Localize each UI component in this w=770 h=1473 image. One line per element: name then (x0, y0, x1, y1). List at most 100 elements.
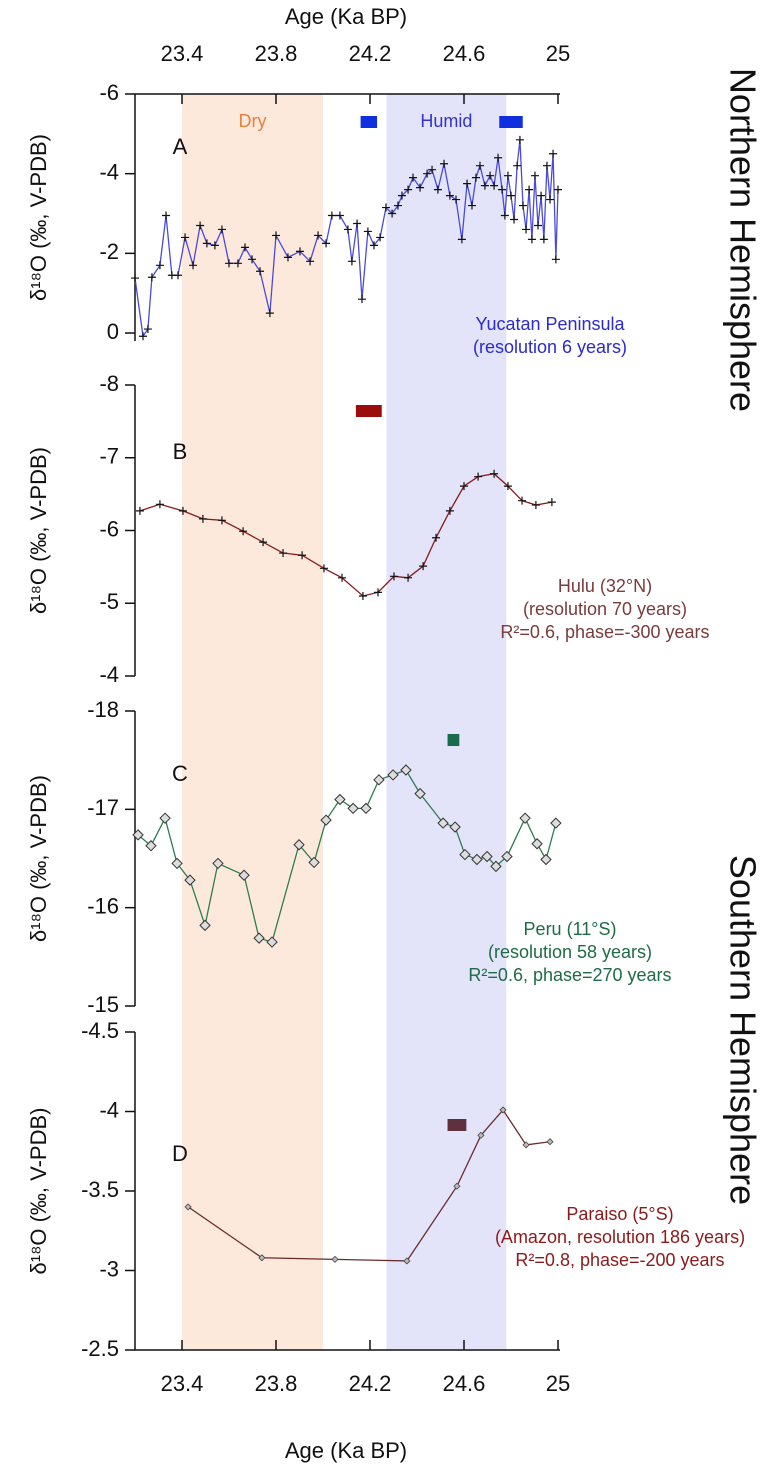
data-point (527, 235, 536, 244)
y-tick-label: -16 (87, 893, 119, 918)
data-point (198, 514, 207, 523)
x-tick-label: 24.6 (443, 1371, 486, 1396)
data-point (480, 181, 489, 190)
data-point (500, 211, 509, 220)
data-point (358, 591, 367, 600)
data-point (343, 225, 352, 234)
y-axis-title: δ¹⁸O (‰, V-PDB) (26, 447, 51, 614)
data-point (283, 253, 292, 262)
data-point (239, 527, 248, 536)
y-axis-title: δ¹⁸O (‰, V-PDB) (26, 1108, 51, 1275)
data-point (540, 853, 552, 866)
data-point (217, 516, 226, 525)
y-tick-label: -5 (99, 589, 119, 614)
data-point (445, 506, 454, 515)
data-point (184, 1203, 192, 1211)
data-point (338, 573, 347, 582)
markers (184, 1106, 554, 1265)
y-tick-label: -8 (99, 371, 119, 396)
data-point (539, 235, 548, 244)
data-point (547, 498, 556, 507)
y-tick-label: -18 (87, 697, 119, 722)
data-point (452, 195, 461, 204)
annotation: R²=0.6, phase=270 years (468, 965, 671, 985)
data-point (199, 919, 211, 932)
data-point (347, 257, 356, 266)
data-point (416, 183, 425, 192)
data-point (314, 231, 323, 240)
data-point (387, 769, 399, 781)
y-tick-label: -6 (99, 516, 119, 541)
y-axis-title: δ¹⁸O (‰, V-PDB) (26, 775, 51, 942)
data-point (459, 848, 471, 861)
data-point (423, 169, 432, 178)
data-point (522, 225, 531, 234)
data-point (293, 839, 305, 851)
data-point (181, 233, 190, 242)
data-point (373, 588, 382, 597)
data-point (331, 1255, 339, 1263)
y-tick-label: -2.5 (81, 1336, 119, 1361)
data-point (546, 1138, 554, 1146)
data-point (143, 325, 152, 334)
data-point (550, 817, 562, 829)
data-point (433, 185, 442, 194)
data-point (445, 191, 454, 200)
y-tick-label: -4 (99, 662, 119, 687)
y-tick-label: -3.5 (81, 1177, 119, 1202)
data-point (453, 1182, 461, 1190)
data-point (481, 850, 493, 863)
data-point (522, 1141, 530, 1149)
data-point (490, 469, 499, 478)
data-point (457, 235, 466, 244)
data-point (460, 482, 468, 491)
data-point (507, 191, 515, 200)
data-point (369, 241, 378, 250)
data-point (531, 838, 543, 850)
data-point (266, 936, 278, 948)
data-point (308, 856, 320, 869)
data-point (178, 506, 187, 515)
data-point (404, 573, 413, 582)
data-point (471, 853, 483, 866)
data-point (196, 221, 205, 230)
x-tick-label: 25 (546, 41, 570, 66)
data-point (471, 173, 480, 182)
flag (360, 116, 378, 128)
data-point (327, 211, 336, 220)
flag (447, 734, 460, 746)
data-point (171, 857, 183, 870)
data-point (256, 267, 265, 276)
y-tick-label: -7 (99, 444, 119, 469)
data-point (155, 500, 164, 509)
data-point (147, 273, 156, 282)
data-point (373, 774, 385, 786)
data-point (360, 802, 372, 815)
band-label: Dry (239, 111, 267, 131)
data-point (486, 171, 495, 180)
annotation: Yucatan Peninsula (475, 314, 625, 334)
panel-label: B (173, 439, 188, 464)
data-point (272, 231, 280, 240)
data-point (534, 221, 543, 230)
data-point (393, 201, 402, 210)
data-point (490, 181, 499, 190)
x-axis-title-bottom: Age (Ka BP) (285, 1438, 407, 1463)
x-tick-label: 23.4 (161, 1371, 204, 1396)
shaded-band (182, 94, 323, 1350)
data-point (212, 857, 224, 870)
data-point (225, 259, 233, 268)
data-point (240, 243, 249, 252)
data-point (388, 209, 397, 218)
data-point (440, 159, 449, 168)
data-point (475, 161, 484, 170)
data-point (531, 501, 540, 510)
x-tick-label: 23.4 (161, 41, 204, 66)
data-point (233, 259, 242, 268)
data-point (279, 549, 288, 558)
data-point (513, 161, 522, 170)
side-label: Southern Hemisphere (722, 855, 763, 1205)
panel-label: A (173, 134, 188, 159)
y-tick-label: -4.5 (81, 1018, 119, 1043)
data-point (319, 564, 328, 573)
